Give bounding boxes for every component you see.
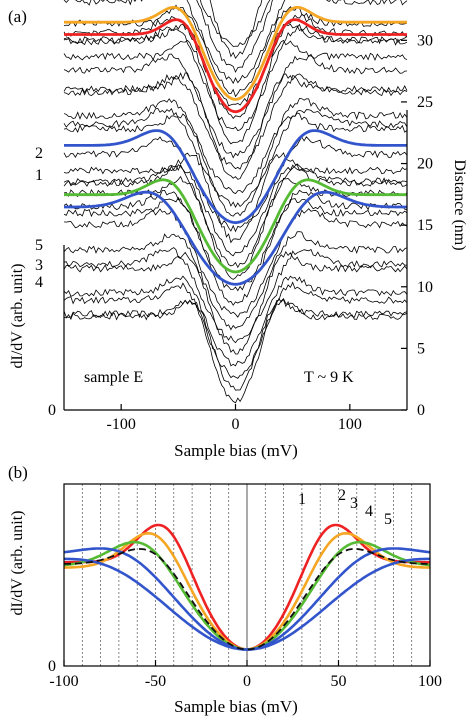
spectrum-7	[63, 231, 408, 331]
panel-b-curve-label-3: 3	[350, 495, 358, 512]
spectrum-12	[63, 163, 408, 269]
spectrum-28	[196, 0, 273, 73]
spectrum-13	[63, 164, 408, 257]
spectrum-30	[200, 0, 271, 47]
spectrum-23	[63, 23, 408, 132]
panel-a-label: (a)	[8, 7, 27, 26]
panel-a-y2-tick-label: 5	[417, 340, 425, 357]
panel-b-axes: -100 -50 0 50 100 0 1 2 3 4 5	[48, 483, 442, 690]
spectrum-20	[63, 73, 408, 170]
panel-b-curve-label-1: 1	[298, 491, 306, 508]
spectrum-4	[63, 275, 408, 367]
spectrum-8	[63, 208, 408, 318]
spectrum-26	[63, 4, 408, 98]
panel-b-x-tick-label: 100	[418, 673, 442, 690]
spectrum-19	[63, 72, 408, 180]
panel-a-y2-axis-label: Distance (nm)	[451, 159, 468, 250]
panel-a-y-tick-label: 0	[48, 402, 56, 419]
panel-a-curves	[63, 0, 408, 404]
panel-a-y2-tick-label: 15	[417, 217, 433, 234]
panel-b-x-tick-label: -100	[49, 673, 78, 690]
panel-b-curve-label-5: 5	[384, 511, 392, 528]
panel-a-y2-tick-label: 30	[417, 32, 433, 49]
panel-a-curve-label-4: 4	[35, 274, 43, 291]
panel-a-x-tick-label: 100	[338, 416, 362, 433]
spectrum-14	[63, 152, 408, 244]
spectrum-16	[63, 112, 408, 217]
panel-a-x-tick-label: 0	[232, 416, 240, 433]
spectrum-6	[63, 247, 407, 344]
panel-b-y-axis-label: dI/dV (arb. unit)	[9, 510, 26, 615]
spectrum-24	[63, 23, 408, 119]
spectrum-9	[63, 196, 408, 306]
highlight-spectrum-2	[64, 5, 407, 101]
spectrum-1	[63, 298, 408, 404]
spectrum-2	[63, 297, 408, 391]
panel-b-y-tick-label: 0	[48, 658, 56, 675]
panel-b-curves	[63, 523, 431, 651]
spectrum-17	[63, 107, 408, 208]
spectrum-10	[63, 189, 408, 292]
highlight-spectrum-5	[64, 129, 407, 225]
spectrum-15	[63, 136, 408, 233]
panel-a-curve-label-5: 5	[35, 237, 43, 254]
panel-a-curve-label-1: 1	[35, 167, 43, 184]
panel-b-x-axis-label: Sample bias (mV)	[174, 697, 298, 716]
panel-b-grid	[81, 484, 413, 666]
spectrum-29	[209, 0, 263, 59]
panel-a-y2-tick-label: 0	[417, 402, 425, 419]
highlight-spectrum-4	[64, 190, 407, 286]
panel-b: (b) -100 -50 0 50 100 0 1 2 3 4 5 dI/dV (arb. unit…	[8, 463, 442, 716]
panel-b-curve-label-4: 4	[365, 503, 373, 520]
spectrum-27	[63, 0, 408, 85]
panel-b-x-tick-label: -50	[145, 673, 166, 690]
annotation-temperature: T ~ 9 K	[304, 369, 354, 386]
panel-b-curve-label-2: 2	[338, 487, 346, 504]
highlight-spectrum-3	[64, 178, 407, 274]
panel-a-y-axis-label: dI/dV (arb. unit)	[9, 263, 26, 368]
panel-a-y2-tick-label: 25	[417, 94, 433, 111]
spectrum-18	[63, 97, 408, 195]
panel-a-curve-label-3: 3	[35, 257, 43, 274]
panel-a-y2-tick-label: 20	[417, 156, 433, 173]
panel-a-y2-tick-label: 10	[417, 279, 433, 296]
panel-a-x-tick-label: -100	[107, 416, 136, 433]
panel-b-label: (b)	[8, 463, 28, 482]
panel-b-x-tick-label: 50	[331, 673, 347, 690]
panel-b-x-tick-label: 0	[243, 673, 251, 690]
spectrum-22	[63, 39, 408, 145]
panel-a-x-axis-label: Sample bias (mV)	[174, 441, 298, 460]
spectrum-5	[63, 250, 408, 355]
spectrum-3	[63, 281, 408, 379]
panel-b-spectrum-5	[63, 557, 431, 651]
highlight-spectrum-1	[64, 18, 407, 114]
annotation-sample: sample E	[84, 369, 143, 386]
panel-a-curve-label-2: 2	[35, 145, 43, 162]
spectrum-21	[63, 53, 408, 159]
panel-b-average-spectrum	[64, 548, 430, 651]
